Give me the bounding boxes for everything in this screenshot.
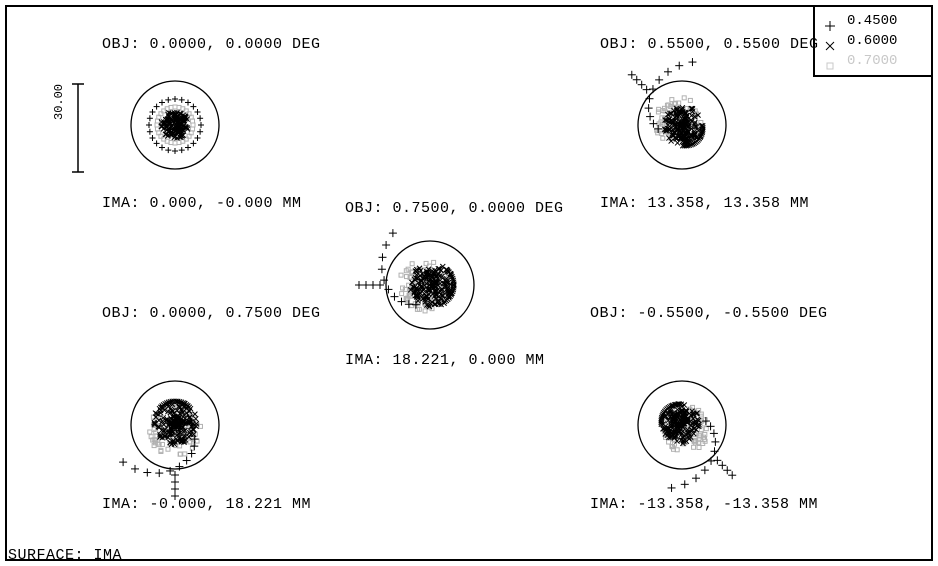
- spot-field-2: [356, 211, 504, 359]
- spot-field-3: [101, 351, 249, 499]
- spot-field-4: [608, 351, 756, 499]
- legend-box: 0.4500 0.6000 0.7000: [813, 5, 933, 77]
- surface-label: SURFACE: IMA: [8, 547, 122, 564]
- scale-bar-label: 30.00: [52, 84, 66, 120]
- spot-field-1: [608, 51, 756, 199]
- spot-field-0: [101, 51, 249, 199]
- legend-row: 0.4500: [823, 11, 923, 31]
- legend-row: 0.6000: [823, 31, 923, 51]
- obj-label: OBJ: 0.0000, 0.7500 DEG: [102, 305, 321, 322]
- legend-label: 0.7000: [847, 53, 897, 69]
- legend-label: 0.6000: [847, 33, 897, 49]
- legend-label: 0.4500: [847, 13, 897, 29]
- legend-row: 0.7000: [823, 51, 923, 71]
- obj-label: OBJ: -0.5500, -0.5500 DEG: [590, 305, 828, 322]
